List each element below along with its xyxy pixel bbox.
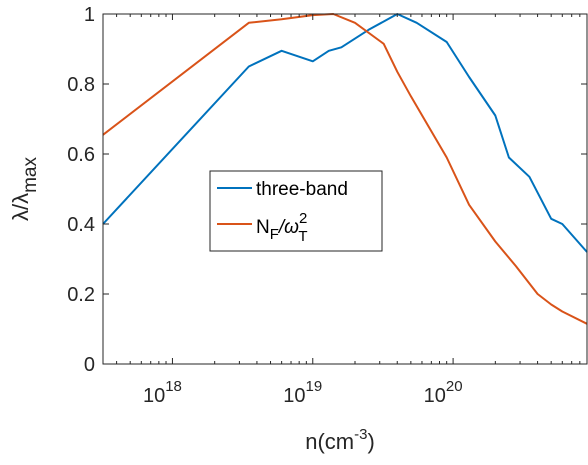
y-tick-label: 1	[84, 4, 95, 26]
plot-frame	[102, 13, 588, 365]
legend-box	[209, 170, 383, 252]
y-axis-label-sub: max	[20, 156, 41, 192]
x-axis-label: n(cm-3)	[305, 426, 375, 454]
y-tick-label: 0.6	[67, 144, 95, 166]
tick-labels-layer: 0 0.2 0.4 0.6 0.8 1 1018 1019 1020	[67, 4, 462, 407]
legend: three-band NF/ω2 T	[209, 170, 383, 252]
series-line-1	[102, 13, 588, 325]
legend-label-three-band: three-band	[256, 179, 348, 200]
series-layer	[102, 13, 588, 325]
ticks-layer	[103, 13, 588, 365]
x-tick-label: 1020	[424, 378, 463, 407]
y-tick-label: 0.4	[67, 214, 95, 236]
x-tick-label: 1019	[283, 378, 322, 407]
x-axis-label-sup: -3	[354, 426, 367, 443]
y-tick-label: 0.2	[67, 284, 95, 306]
y-tick-label: 0	[84, 354, 95, 376]
legend-label-nf-omega: NF/ω2 T	[256, 210, 308, 245]
x-tick-label: 1018	[143, 378, 182, 407]
y-tick-label: 0.8	[67, 74, 95, 96]
series-line-0	[102, 13, 588, 253]
y-axis-label: λ/λmax	[8, 156, 41, 221]
